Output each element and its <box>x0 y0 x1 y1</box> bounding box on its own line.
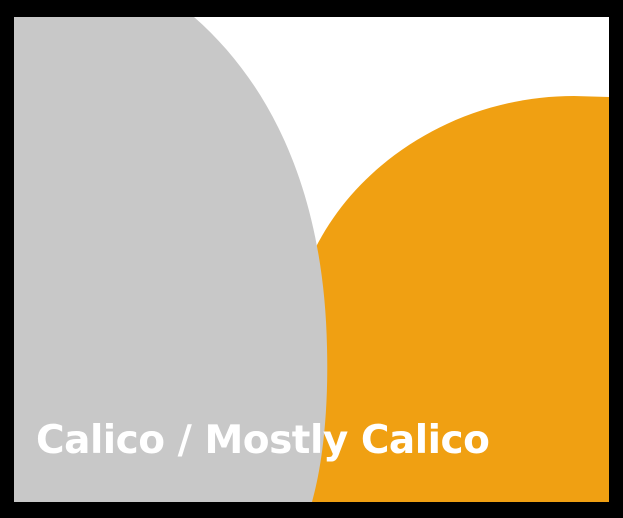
picture-canvas: Calico / Mostly Calico <box>14 17 609 502</box>
gray-dome-shape <box>14 17 328 502</box>
image-caption: Calico / Mostly Calico <box>36 418 490 463</box>
shape-layer <box>14 17 609 502</box>
orange-dome-shape <box>304 96 609 502</box>
